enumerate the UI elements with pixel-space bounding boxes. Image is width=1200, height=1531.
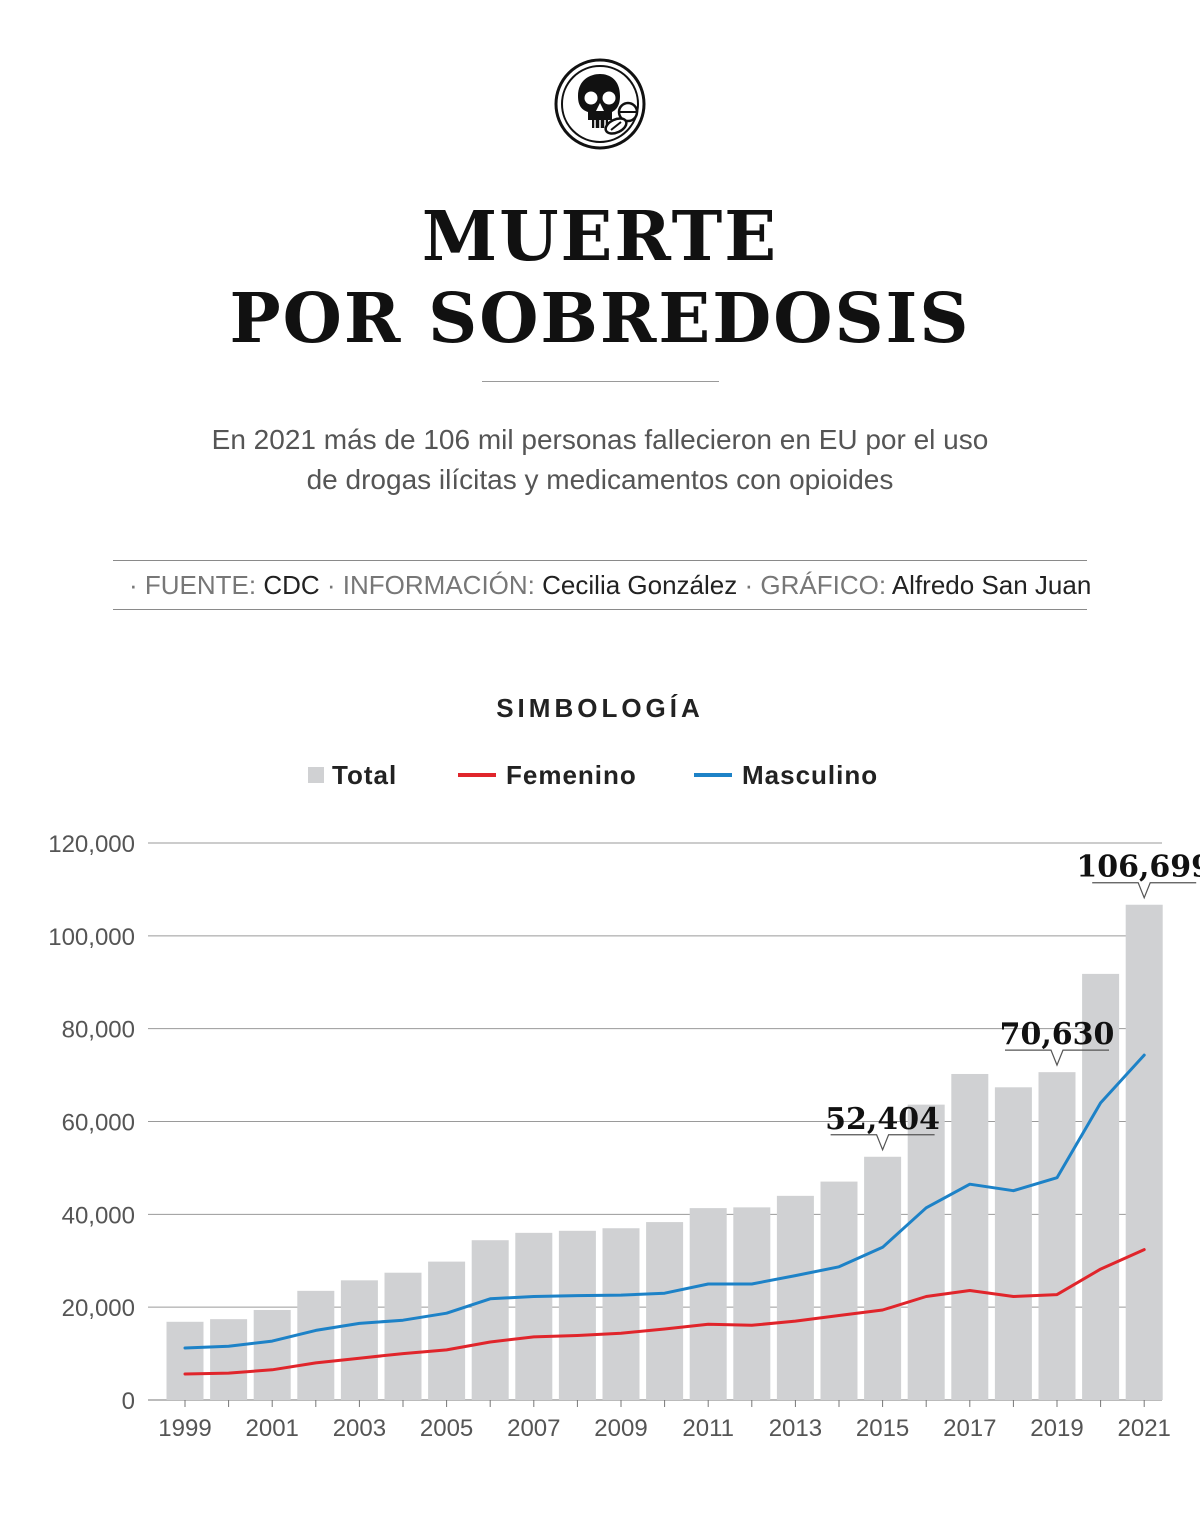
x-tick-label: 2011	[682, 1415, 734, 1442]
title-divider	[482, 381, 719, 382]
x-tick-label: 2013	[769, 1415, 822, 1442]
info-value: Cecilia González	[542, 570, 738, 600]
overdose-chart: 0 20,000 40,000 60,000 80,000 100,000 120,000 1…	[48, 831, 1200, 1442]
annotation-pointer	[1005, 1049, 1109, 1067]
legend-item-male: Masculino	[694, 758, 878, 792]
skull-with-pills-icon	[554, 58, 646, 150]
bar-total	[646, 1222, 684, 1400]
credits-bar: · FUENTE: CDC · INFORMACIÓN: Cecilia Gon…	[113, 560, 1091, 610]
bar-total	[733, 1207, 771, 1400]
y-tick-label: 60,000	[62, 1110, 135, 1137]
bar-total	[210, 1319, 248, 1400]
legend-item-female: Femenino	[458, 758, 637, 792]
annotation-pointer	[1092, 882, 1197, 900]
annotation-label: 52,404	[825, 1102, 940, 1137]
bar-total	[515, 1232, 553, 1400]
y-tick-label: 40,000	[62, 1202, 135, 1229]
y-tick-label: 0	[122, 1388, 135, 1415]
annotation-label: 106,699	[1076, 850, 1200, 885]
page-title: MUERTE POR SOBREDOSIS	[0, 196, 1200, 360]
y-tick-label: 20,000	[62, 1295, 135, 1322]
x-tick-label: 2009	[594, 1415, 647, 1442]
bar-total	[428, 1261, 466, 1400]
source-label: · FUENTE:	[129, 570, 257, 600]
x-tick-label: 2007	[507, 1415, 560, 1442]
annotation-pointer	[830, 1134, 935, 1152]
bar-total	[384, 1272, 422, 1400]
x-tick-label: 2019	[1030, 1415, 1083, 1442]
y-tick-label: 80,000	[62, 1017, 135, 1044]
bar-total	[864, 1156, 902, 1400]
title-line-2: POR SOBREDOSIS	[229, 279, 971, 359]
bar-total	[951, 1073, 989, 1400]
info-label: · INFORMACIÓN:	[326, 570, 535, 600]
bar-total	[1125, 904, 1163, 1400]
graphic-value: Alfredo San Juan	[891, 570, 1092, 600]
x-tick-label: 1999	[158, 1415, 211, 1442]
x-tick-label: 2001	[246, 1415, 299, 1442]
series-line-male	[183, 1053, 1146, 1350]
annotation-label: 70,630	[1000, 1017, 1115, 1052]
bar-total	[1038, 1072, 1076, 1400]
subtitle-line-1: En 2021 más de 106 mil personas fallecie…	[211, 424, 989, 455]
x-tick-label: 2015	[856, 1415, 909, 1442]
bar-total	[340, 1280, 378, 1400]
bar-total	[253, 1309, 291, 1400]
source-value: CDC	[263, 570, 320, 600]
bar-total	[297, 1290, 335, 1400]
bar-total	[602, 1228, 640, 1400]
legend-title: SIMBOLOGÍA	[496, 693, 704, 723]
legend-label-male: Masculino	[742, 759, 879, 790]
x-tick-label: 2003	[333, 1415, 386, 1442]
bar-total	[994, 1087, 1032, 1400]
subtitle: En 2021 más de 106 mil personas fallecie…	[100, 420, 1100, 500]
y-tick-label: 100,000	[48, 924, 135, 951]
subtitle-line-2: de drogas ilícitas y medicamentos con op…	[306, 464, 894, 495]
bar-total	[1082, 973, 1120, 1400]
bar-total	[689, 1208, 727, 1400]
title-line-1: MUERTE	[421, 197, 779, 277]
bar-total	[776, 1195, 814, 1400]
series-line-female	[183, 1248, 1146, 1376]
y-tick-label: 120,000	[48, 831, 135, 858]
bar-total	[471, 1240, 509, 1400]
bar-total	[166, 1321, 204, 1400]
bar-total	[558, 1230, 596, 1400]
legend-label-total: Total	[332, 759, 398, 790]
graphic-label: · GRÁFICO:	[744, 570, 887, 600]
x-tick-label: 2021	[1118, 1415, 1171, 1442]
legend-item-total: Total	[308, 758, 397, 792]
bar-total	[820, 1181, 858, 1400]
legend-swatch-male	[694, 773, 732, 777]
legend-swatch-female	[458, 773, 496, 777]
x-tick-label: 2017	[943, 1415, 996, 1442]
x-tick-label: 2005	[420, 1415, 473, 1442]
legend-swatch-total	[308, 767, 324, 783]
legend-label-female: Femenino	[506, 759, 637, 790]
bar-total	[907, 1104, 945, 1400]
